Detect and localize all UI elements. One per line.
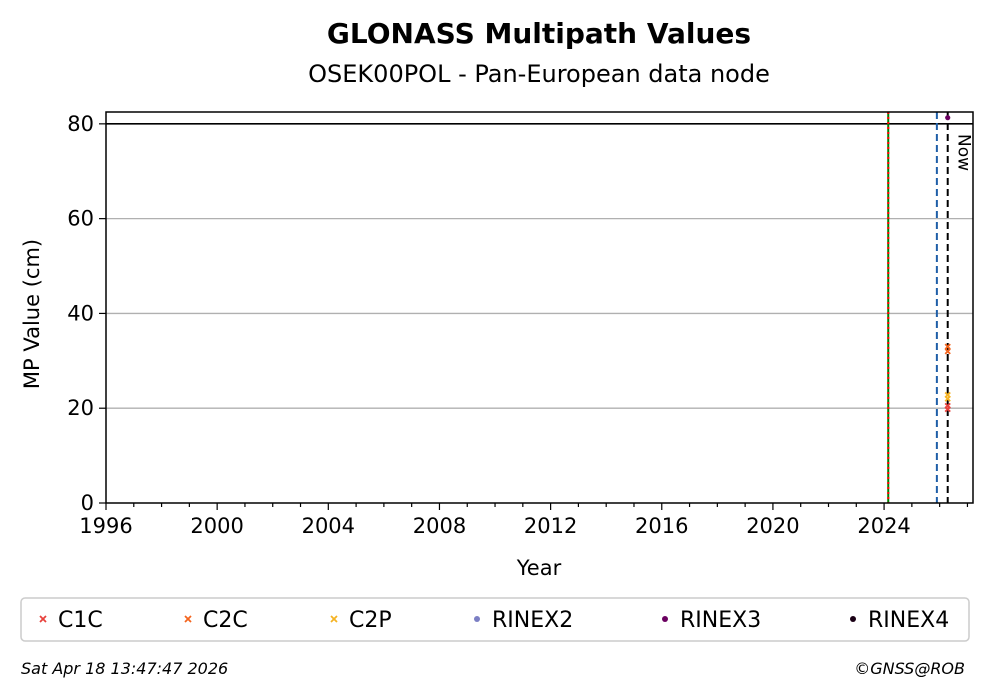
legend-item-c2c: C2C <box>184 608 248 633</box>
x-tick-label: 2000 <box>190 514 243 538</box>
x-tick-label: 2020 <box>746 514 799 538</box>
y-tick-label: 40 <box>67 301 94 325</box>
chart-title: GLONASS Multipath Values <box>327 17 751 50</box>
y-tick-label: 0 <box>81 491 94 515</box>
y-axis: 0 20 40 60 80 <box>67 112 106 515</box>
legend-label: C2P <box>349 608 392 633</box>
legend-marker <box>474 616 480 622</box>
footer-credit: ©GNSS@ROB <box>854 659 965 678</box>
point-c2p <box>944 395 951 402</box>
y-tick-label: 60 <box>67 207 94 231</box>
chart-subtitle: OSEK00POL - Pan-European data node <box>308 60 770 88</box>
legend-marker <box>184 615 192 623</box>
x-tick-label: 2016 <box>635 514 688 538</box>
point-c2c <box>944 343 951 350</box>
legend-label: C1C <box>58 608 103 633</box>
point-stroke <box>944 348 951 355</box>
y-tick-label: 20 <box>67 396 94 420</box>
now-label: Now <box>954 134 974 171</box>
legend-label: C2C <box>203 608 248 633</box>
footer-timestamp: Sat Apr 18 13:47:47 2026 <box>21 659 228 678</box>
legend-box <box>20 597 970 642</box>
legend-label: RINEX3 <box>680 608 761 633</box>
legend-label: RINEX2 <box>492 608 573 633</box>
legend-item-c2p: C2P <box>330 608 392 633</box>
legend-marker <box>39 615 47 623</box>
point-stroke <box>944 343 951 350</box>
legend: C1C C2C C2P RINEX2 RINEX3 RINEX4 <box>39 608 949 633</box>
data-points <box>944 115 951 413</box>
x-tick-label: 2024 <box>857 514 910 538</box>
x-tick-label: 2004 <box>302 514 355 538</box>
legend-item-c1c: C1C <box>39 608 103 633</box>
grid-lines <box>106 123 973 409</box>
x-tick-label: 2008 <box>413 514 466 538</box>
legend-item-rinex3: RINEX3 <box>662 608 761 633</box>
point-c1c <box>944 406 951 413</box>
legend-marker <box>850 616 856 622</box>
point-stroke <box>944 395 951 402</box>
x-axis: 1996 2000 2004 2008 2012 2016 2020 2024 <box>79 503 969 538</box>
y-tick-label: 80 <box>67 112 94 136</box>
point-rinex3 <box>945 115 951 121</box>
point-stroke <box>944 406 951 413</box>
x-axis-label: Year <box>516 556 562 580</box>
x-tick-label: 1996 <box>79 514 132 538</box>
vertical-markers: Now <box>887 112 974 503</box>
legend-label: RINEX4 <box>868 608 949 633</box>
x-tick-label: 2012 <box>524 514 577 538</box>
legend-marker <box>330 615 338 623</box>
y-axis-label: MP Value (cm) <box>20 239 44 389</box>
point-c2c <box>944 348 951 355</box>
legend-item-rinex4: RINEX4 <box>850 608 949 633</box>
legend-marker <box>662 616 668 622</box>
legend-item-rinex2: RINEX2 <box>474 608 573 633</box>
plot-frame <box>105 111 974 504</box>
